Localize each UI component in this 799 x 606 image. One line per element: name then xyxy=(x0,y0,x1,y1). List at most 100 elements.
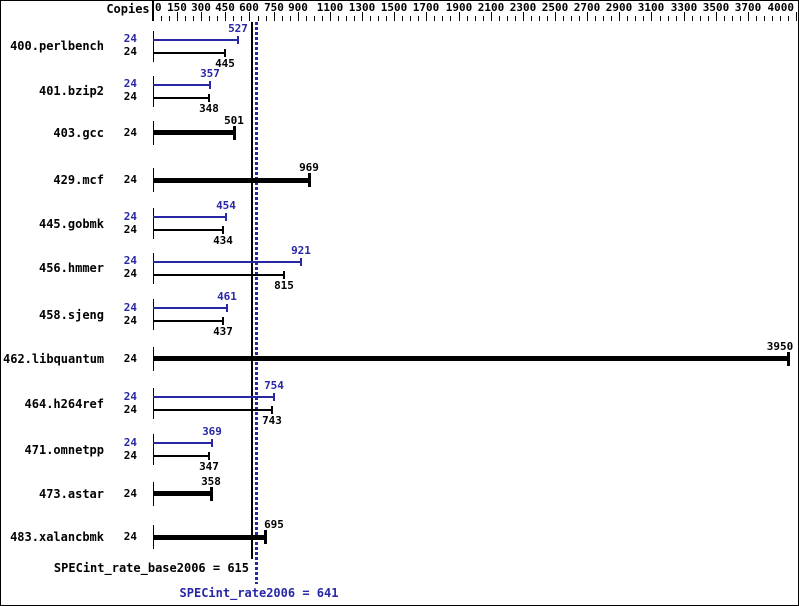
axis-minor-tick xyxy=(450,16,451,21)
axis-minor-tick xyxy=(434,16,435,21)
peak-bar-endcap xyxy=(237,35,239,44)
benchmark-label: 400.perlbench xyxy=(10,39,104,53)
bar-value-label: 969 xyxy=(299,161,319,174)
copies-value: 24 xyxy=(123,173,137,186)
peak-bar xyxy=(153,307,228,309)
axis-minor-tick xyxy=(692,16,693,21)
axis-tick-label: 3500 xyxy=(702,1,730,14)
copies-value: 24 xyxy=(123,300,137,314)
axis-minor-tick xyxy=(217,16,218,21)
bar-value-label: 437 xyxy=(213,325,233,338)
axis-minor-tick xyxy=(402,16,403,21)
axis-minor-tick xyxy=(338,16,339,21)
benchmark-label: 462.libquantum xyxy=(3,351,105,366)
axis-tick-label: 450 xyxy=(215,1,235,14)
axis-tick-label: 3700 xyxy=(734,1,762,14)
bar-value-label: 369 xyxy=(202,425,222,438)
axis-minor-tick xyxy=(788,16,789,21)
axis-minor-tick xyxy=(780,16,781,21)
bar-value-label: 348 xyxy=(199,101,219,115)
axis-minor-tick xyxy=(603,16,604,21)
bar-value-label: 434 xyxy=(213,234,233,247)
axis-major-tick xyxy=(201,12,202,21)
benchmark-label: 445.gobmk xyxy=(38,216,104,231)
axis-tick-label: 2500 xyxy=(541,1,569,14)
axis-minor-tick xyxy=(756,16,757,21)
base-bar-endcap xyxy=(787,351,790,366)
benchmark-label: 401.bzip2 xyxy=(38,84,104,98)
base-ref-line xyxy=(251,22,253,559)
benchmark-label: 403.gcc xyxy=(53,125,104,140)
axis-minor-tick xyxy=(354,16,355,21)
summary-base-rate: SPECint_rate_base2006 = 615 xyxy=(53,561,249,575)
copies-value: 24 xyxy=(123,486,137,500)
axis-tick-label: 1500 xyxy=(380,1,408,14)
axis-major-tick xyxy=(748,12,749,21)
base-bar xyxy=(153,177,311,183)
copies-value: 24 xyxy=(123,254,137,267)
axis-minor-tick xyxy=(282,16,283,21)
axis-minor-tick xyxy=(346,16,347,21)
axis-minor-tick xyxy=(193,16,194,21)
axis-major-tick xyxy=(177,12,178,21)
benchmark-label: 471.omnetpp xyxy=(24,442,104,457)
axis-minor-tick xyxy=(700,16,701,21)
base-bar-endcap xyxy=(222,317,224,325)
copies-value: 24 xyxy=(123,90,137,103)
benchmark-label: 483.xalancbmk xyxy=(10,530,104,544)
axis-tick-label: 1300 xyxy=(348,1,376,14)
copies-value: 24 xyxy=(123,32,137,45)
benchmark-label: 464.h264ref xyxy=(24,396,104,411)
axis-minor-tick xyxy=(547,16,548,21)
bar-value-label: 921 xyxy=(291,243,311,257)
axis-major-tick xyxy=(716,12,717,21)
axis-minor-tick xyxy=(475,16,476,21)
bar-value-label: 3950 xyxy=(766,339,794,353)
axis-minor-tick xyxy=(483,16,484,21)
axis-tick-label: 2700 xyxy=(573,1,601,14)
row-axis-stub xyxy=(153,434,154,465)
axis-major-tick xyxy=(796,12,797,21)
peak-bar xyxy=(153,216,227,218)
axis-minor-tick xyxy=(161,16,162,21)
axis-minor-tick xyxy=(611,16,612,21)
axis-major-tick xyxy=(274,12,275,21)
axis-minor-tick xyxy=(660,16,661,21)
copies-value: 24 xyxy=(123,402,137,416)
axis-minor-tick xyxy=(209,16,210,21)
axis-minor-tick xyxy=(370,16,371,21)
axis-minor-tick xyxy=(595,16,596,21)
axis-tick-label: 2100 xyxy=(477,1,505,14)
axis-tick-label: 600 xyxy=(239,1,259,14)
peak-ref-line xyxy=(255,22,258,584)
base-bar-endcap xyxy=(283,270,285,279)
axis-minor-tick xyxy=(241,16,242,21)
axis-tick-label: 0 xyxy=(155,1,162,14)
axis-tick-label: 2900 xyxy=(605,1,633,14)
copies-value: 24 xyxy=(123,448,137,462)
axis-minor-tick xyxy=(764,16,765,21)
axis-minor-tick xyxy=(185,16,186,21)
peak-bar-endcap xyxy=(273,393,275,401)
base-bar xyxy=(153,273,285,276)
copies-value: 24 xyxy=(123,267,137,280)
axis-minor-tick xyxy=(169,16,170,21)
peak-bar-endcap xyxy=(226,304,228,312)
bar-value-label: 754 xyxy=(264,379,284,392)
axis-minor-tick xyxy=(306,16,307,21)
benchmark-label: 458.sjeng xyxy=(38,307,104,322)
base-bar xyxy=(153,320,224,322)
base-bar xyxy=(153,409,273,411)
axis-zero-line xyxy=(152,1,154,21)
bar-value-label: 357 xyxy=(200,66,220,80)
axis-minor-tick xyxy=(258,16,259,21)
axis-minor-tick xyxy=(772,16,773,21)
benchmark-label: 429.mcf xyxy=(53,173,104,187)
base-bar-endcap xyxy=(208,93,210,102)
axis-major-tick xyxy=(651,12,652,21)
axis-minor-tick xyxy=(627,16,628,21)
axis-minor-tick xyxy=(507,16,508,21)
axis-minor-tick xyxy=(266,16,267,21)
